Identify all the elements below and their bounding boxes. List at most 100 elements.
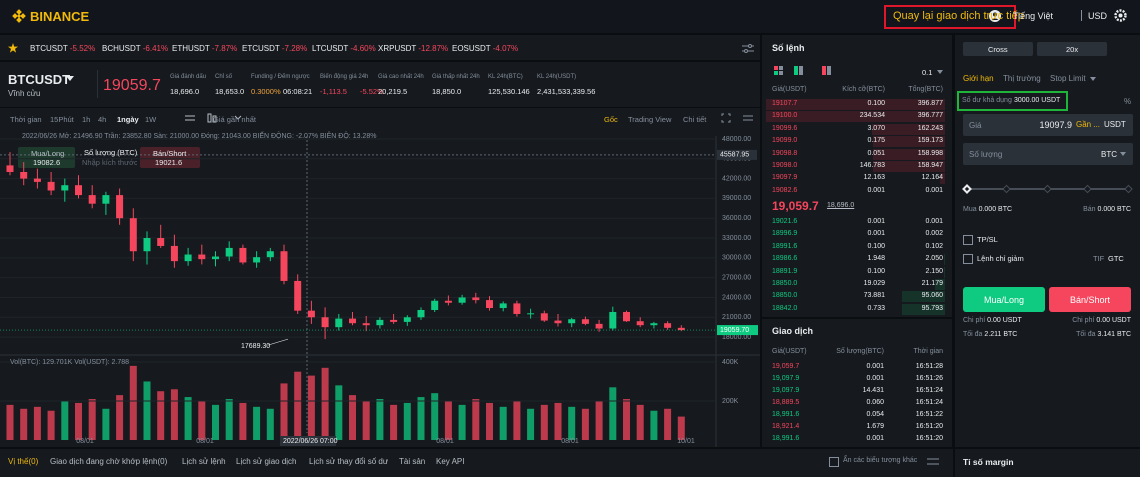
- price-input[interactable]: [963, 114, 1133, 136]
- interval[interactable]: 15Phút: [50, 115, 74, 124]
- balance-frame: [957, 91, 1068, 111]
- qty-unit[interactable]: BTC: [1101, 150, 1117, 159]
- currency[interactable]: USD: [1088, 11, 1108, 21]
- account-icon[interactable]: [989, 10, 1001, 22]
- ob-price[interactable]: 18986.6: [772, 255, 798, 263]
- chart-fullscreen[interactable]: [721, 113, 755, 123]
- bottom-tab[interactable]: Lịch sử lệnh: [182, 457, 226, 466]
- ob-price[interactable]: 19099.6: [772, 124, 798, 132]
- volume-bar: [253, 406, 261, 440]
- depth-bar: [766, 111, 945, 123]
- ob-price[interactable]: 19082.6: [772, 186, 798, 194]
- amount-slider[interactable]: [961, 182, 1135, 196]
- bottom-bar: [0, 449, 953, 477]
- bottom-tab[interactable]: Tài sản: [399, 457, 426, 466]
- chart-tools[interactable]: [183, 113, 243, 123]
- bottom-tab[interactable]: Key API: [436, 457, 465, 466]
- language[interactable]: Tiếng Việt: [1013, 11, 1054, 21]
- ob-price[interactable]: 19097.9: [772, 174, 798, 182]
- unit-dropdown[interactable]: [1120, 152, 1126, 157]
- tif-value[interactable]: GTC: [1108, 254, 1124, 263]
- candle-body: [554, 320, 562, 324]
- ob-price[interactable]: 19099.0: [772, 137, 798, 145]
- ob-price[interactable]: 19098.8: [772, 149, 798, 157]
- buy-button-label[interactable]: Mua/Long: [983, 295, 1025, 305]
- quick-sell[interactable]: [140, 147, 200, 168]
- price-type[interactable]: Giá gần nhất: [213, 115, 256, 124]
- interval[interactable]: 1h: [82, 115, 91, 124]
- ticker-item[interactable]: BCHUSDT -6.41%: [102, 44, 168, 53]
- reduce-only-checkbox[interactable]: [963, 254, 973, 264]
- interval[interactable]: 1W: [145, 115, 157, 124]
- bottom-settings[interactable]: [927, 457, 939, 467]
- quick-buy-price[interactable]: 19082.6: [33, 158, 61, 167]
- ob-price[interactable]: 19098.0: [772, 162, 798, 169]
- orderbook-step[interactable]: 0.1: [922, 68, 933, 77]
- ob-price[interactable]: 18996.9: [772, 230, 798, 238]
- qty-input[interactable]: [963, 143, 1133, 165]
- bottom-tab[interactable]: Lịch sử giao dịch: [236, 457, 297, 466]
- ticker-bar: [0, 35, 760, 60]
- order-tab[interactable]: Thị trường: [1003, 74, 1041, 83]
- interval[interactable]: 1ngày: [117, 115, 139, 124]
- interval[interactable]: 4h: [98, 115, 107, 124]
- y-tick-label: 33000.00: [722, 235, 751, 242]
- ticker-item[interactable]: LTCUSDT -4.60%: [312, 44, 376, 53]
- settings-icon[interactable]: [1114, 9, 1127, 22]
- order-tab[interactable]: Stop Limit: [1050, 74, 1086, 83]
- ticker-item[interactable]: BTCUSDT -5.52%: [30, 44, 95, 53]
- ob-total: 159.173: [917, 137, 943, 145]
- back-button[interactable]: Quay lại giao dịch trực tiếp: [893, 10, 1024, 22]
- ob-price[interactable]: 18850.0: [772, 292, 798, 300]
- bottom-tab[interactable]: Giao dịch đang chờ khớp lệnh(0): [50, 457, 168, 466]
- ticker-item[interactable]: EOSUSDT -4.07%: [452, 44, 518, 53]
- balance-value: 3000.00 USDT: [1014, 97, 1061, 104]
- hide-others[interactable]: Ẩn các biểu tượng khác: [843, 457, 918, 464]
- back-button-frame[interactable]: [884, 5, 1016, 29]
- chart-view[interactable]: Gốc: [604, 115, 618, 124]
- ticker-item[interactable]: ETCUSDT -7.28%: [242, 44, 307, 53]
- candle-body: [253, 257, 261, 263]
- quick-buy[interactable]: [18, 147, 75, 168]
- y-tick-label: 42000.00: [722, 175, 751, 182]
- percent-icon[interactable]: %: [1124, 97, 1132, 106]
- ob-price[interactable]: 19021.6: [772, 218, 798, 225]
- symbol-dropdown[interactable]: [66, 76, 74, 82]
- depth-bar: [871, 123, 945, 135]
- candle-body: [157, 238, 165, 246]
- leverage[interactable]: 20x: [1066, 45, 1079, 54]
- quick-qty-input[interactable]: Nhập kích thước: [82, 158, 137, 167]
- ticker-item[interactable]: ETHUSDT -7.87%: [172, 44, 237, 53]
- buy-button[interactable]: [963, 287, 1045, 312]
- leverage-button[interactable]: [1037, 42, 1107, 56]
- price-value[interactable]: 19097.9: [1039, 120, 1072, 130]
- sell-button-label[interactable]: Bán/Short: [1069, 295, 1111, 305]
- margin-mode[interactable]: Cross: [988, 45, 1008, 54]
- hide-checkbox[interactable]: [829, 457, 839, 467]
- quick-sell-label[interactable]: Bán/Short: [153, 149, 187, 158]
- cross-button[interactable]: [963, 42, 1033, 56]
- trade-price: 18,991.6: [772, 411, 800, 418]
- chart-view[interactable]: Trading View: [628, 115, 672, 124]
- quick-buy-label[interactable]: Mua/Long: [31, 149, 65, 158]
- bottom-tab[interactable]: Vị thế(0): [8, 457, 39, 466]
- price-hint[interactable]: Gần ...: [1076, 120, 1101, 129]
- tpsl-checkbox[interactable]: [963, 235, 973, 245]
- ob-price[interactable]: 19100.0: [772, 112, 798, 120]
- bottom-tab[interactable]: Lịch sử thay đổi số dư: [309, 457, 389, 466]
- ob-price[interactable]: 19107.7: [772, 100, 798, 107]
- ob-price[interactable]: 18842.0: [772, 304, 798, 312]
- ticker-item[interactable]: XRPUSDT -12.87%: [378, 44, 448, 53]
- ticker-settings[interactable]: [742, 44, 754, 54]
- chart-view[interactable]: Chi tiết: [683, 115, 707, 124]
- quick-sell-price[interactable]: 19021.6: [155, 158, 183, 167]
- ob-price[interactable]: 18850.0: [772, 280, 798, 287]
- order-tab[interactable]: Giới hạn: [963, 74, 994, 83]
- ob-price[interactable]: 18891.9: [772, 267, 798, 275]
- sell-button[interactable]: [1049, 287, 1131, 312]
- stop-limit-dropdown[interactable]: [1090, 77, 1096, 82]
- step-dropdown[interactable]: [937, 70, 943, 75]
- orderbook-layout[interactable]: [774, 66, 834, 76]
- ob-price[interactable]: 18991.6: [772, 242, 798, 250]
- favorite-star[interactable]: [8, 43, 18, 53]
